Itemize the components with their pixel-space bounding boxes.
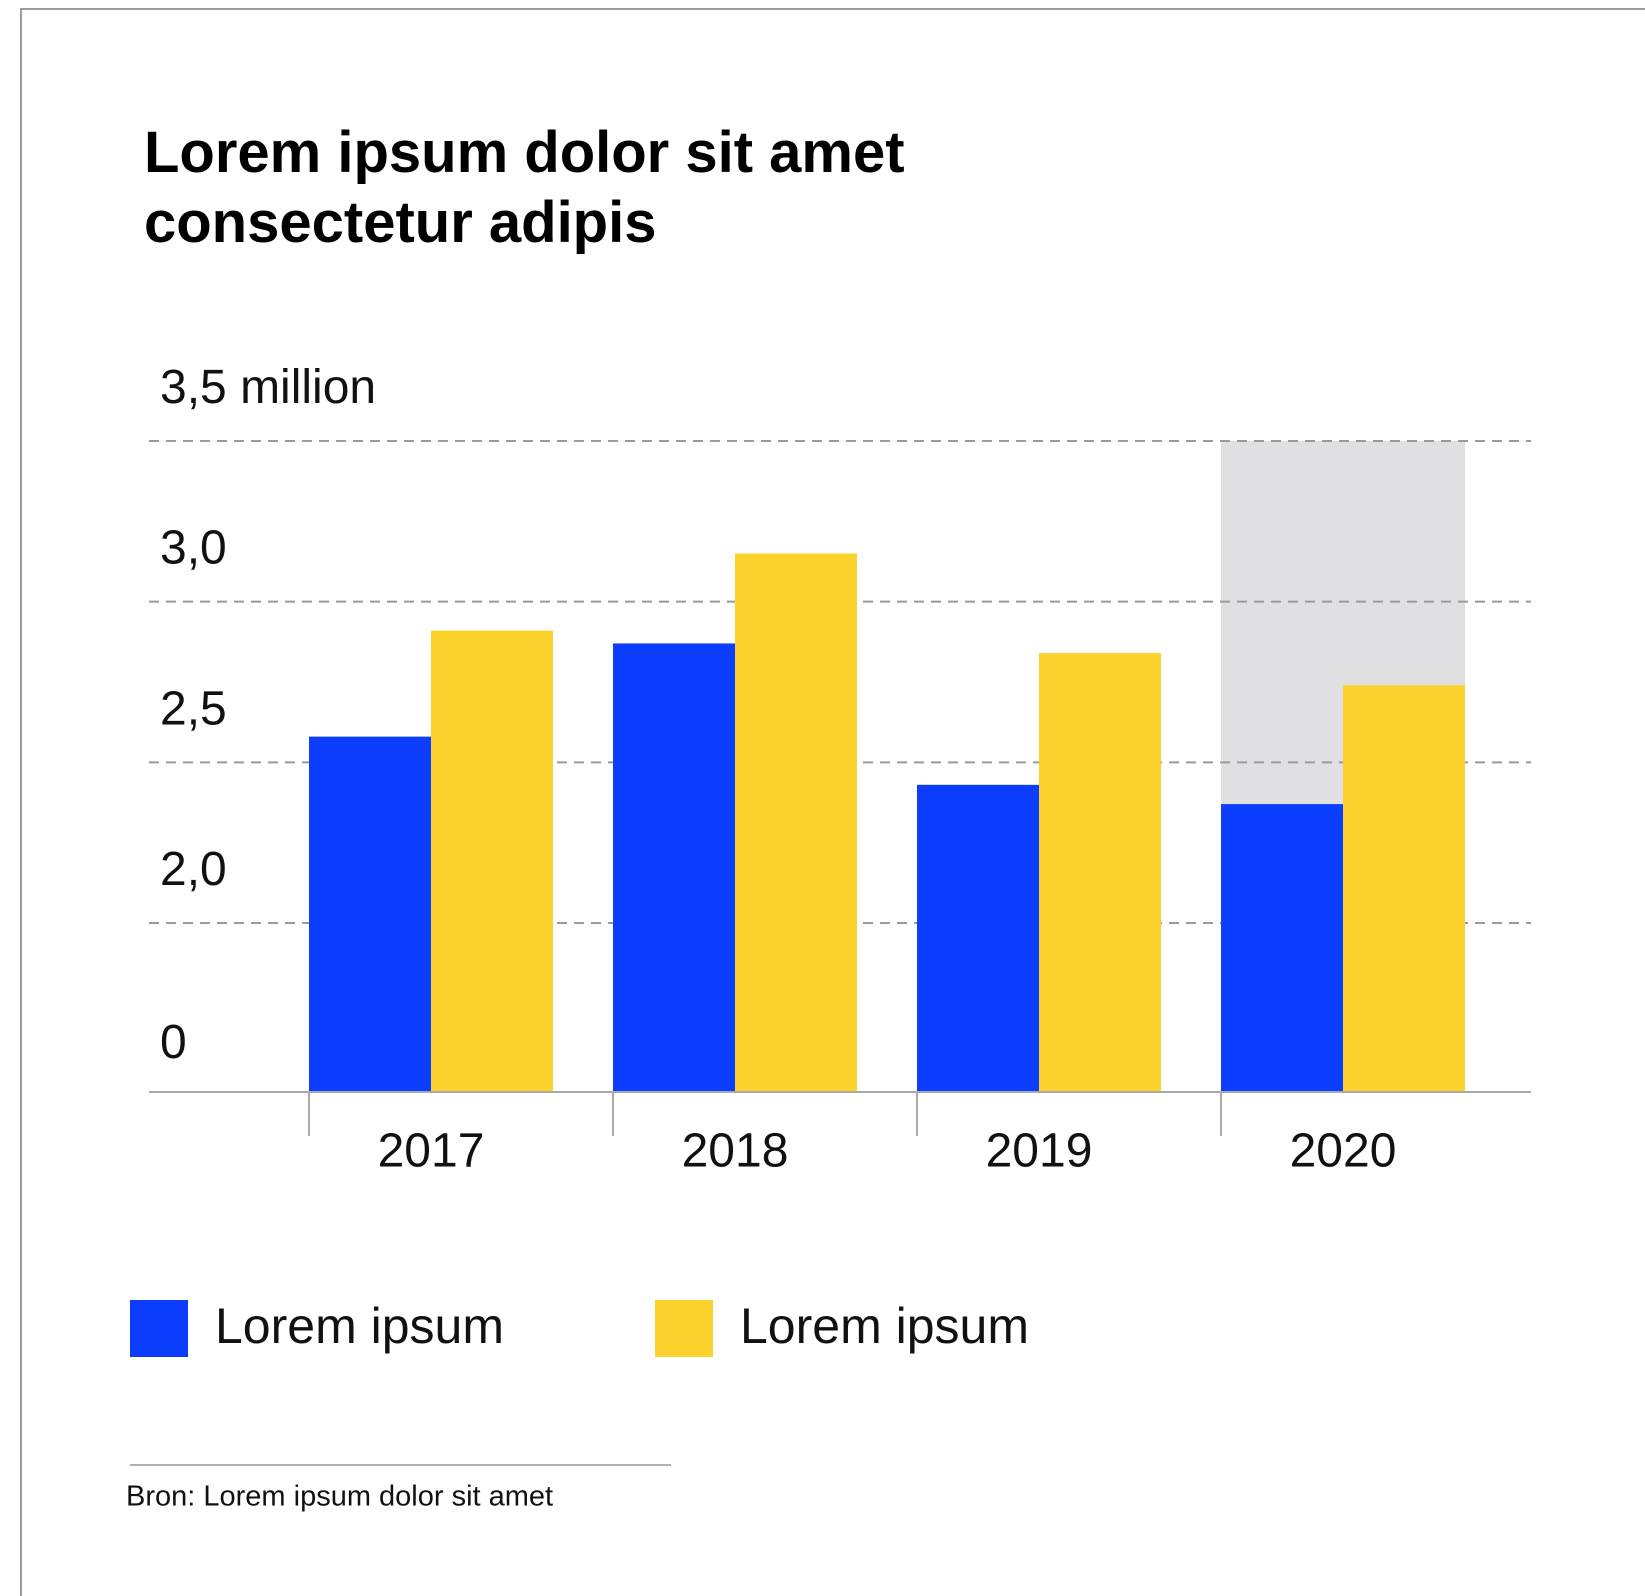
chart-title: Lorem ipsum dolor sit amet consectetur a… [144,120,905,255]
x-tick-label: 2019 [986,1125,1093,1178]
bar [735,553,857,1092]
y-tick-label: 3,5 million [160,361,376,414]
bar [613,643,735,1092]
y-tick-label: 2,0 [160,843,227,896]
legend-swatch [655,1300,713,1357]
source: Bron: Lorem ipsum dolor sit amet [126,1481,553,1513]
bar [431,630,553,1092]
legend-label: Lorem ipsum [740,1298,1029,1354]
bar [1343,685,1465,1092]
bar [1221,804,1343,1092]
y-tick-label: 0 [160,1016,187,1069]
legend-swatch [130,1300,188,1357]
y-tick-label: 3,0 [160,522,227,575]
x-tick-label: 2017 [378,1125,485,1178]
frame [20,8,1645,1596]
x-tick-label: 2018 [682,1125,789,1178]
legend-label: Lorem ipsum [215,1298,504,1354]
x-tick-label: 2020 [1290,1125,1397,1178]
bar [917,784,1039,1092]
y-tick-label: 2,5 [160,682,227,735]
bar [1039,653,1161,1092]
bar [309,736,431,1092]
